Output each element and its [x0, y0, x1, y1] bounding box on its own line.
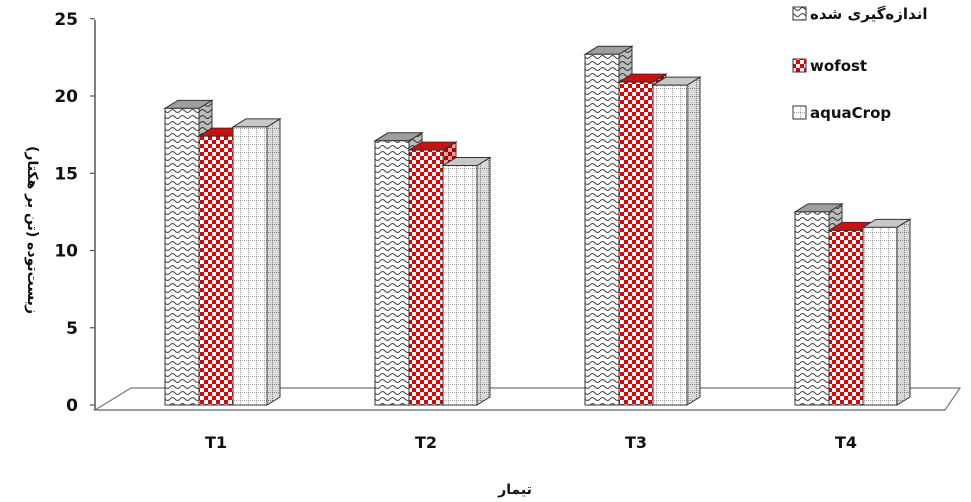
- bar-group-t4: [793, 202, 912, 406]
- category-labels: T1 T2 T3 T4: [205, 433, 857, 452]
- legend-swatch: [792, 105, 807, 120]
- legend-label: aquaCrop: [810, 104, 891, 122]
- y-axis-title: زیست‌توده (تن بر هکتار): [24, 146, 40, 314]
- bar-t3-series-3: [651, 76, 702, 406]
- legend-swatch: [792, 58, 807, 73]
- y-tick-label-5: 5: [66, 319, 78, 339]
- bar-group-t3: [583, 45, 702, 406]
- category-label-t1: T1: [205, 433, 227, 452]
- y-tick-label-15: 15: [54, 164, 78, 184]
- bar-front: [618, 81, 654, 406]
- bar-side: [266, 118, 281, 406]
- bar-front: [232, 126, 268, 406]
- bar-front: [862, 226, 898, 406]
- legend-label: wofost: [810, 57, 867, 75]
- bar-t2-series-3: [441, 156, 492, 406]
- bar-front: [442, 165, 478, 406]
- legend-item-3: aquaCrop: [792, 104, 891, 122]
- bar-front: [652, 84, 688, 406]
- legend-label: اندازه‌گیری شده: [810, 5, 928, 23]
- bar-side: [896, 218, 911, 406]
- legend-item-1: اندازه‌گیری شده: [792, 5, 928, 23]
- bar-front: [794, 211, 830, 406]
- bar-t4-series-3: [861, 218, 912, 406]
- bar-front: [828, 229, 864, 406]
- y-axis-ticks: 0 5 10 15 20 25: [54, 10, 95, 416]
- y-tick-label-10: 10: [54, 242, 78, 262]
- legend-item-2: wofost: [792, 57, 867, 75]
- y-tick-label-20: 20: [54, 87, 78, 107]
- bar-front: [374, 140, 410, 406]
- bar-front: [198, 135, 234, 406]
- bar-front: [164, 107, 200, 406]
- y-tick-label-25: 25: [54, 10, 78, 30]
- bar-groups: [163, 45, 912, 406]
- legend: اندازه‌گیری شده wofost aquaCrop: [792, 5, 928, 122]
- bar-t1-series-3: [231, 118, 282, 406]
- bar-front: [408, 149, 444, 406]
- category-label-t4: T4: [835, 433, 857, 452]
- bar-group-t1: [163, 99, 282, 406]
- bar-front: [584, 53, 620, 406]
- x-axis-title: تیمار: [497, 482, 532, 498]
- category-label-t3: T3: [625, 433, 647, 452]
- bar-group-t2: [373, 131, 492, 406]
- y-tick-label-0: 0: [66, 396, 78, 416]
- bar-side: [476, 156, 491, 406]
- category-label-t2: T2: [415, 433, 437, 452]
- legend-swatch: [792, 6, 807, 21]
- bar-side: [686, 76, 701, 406]
